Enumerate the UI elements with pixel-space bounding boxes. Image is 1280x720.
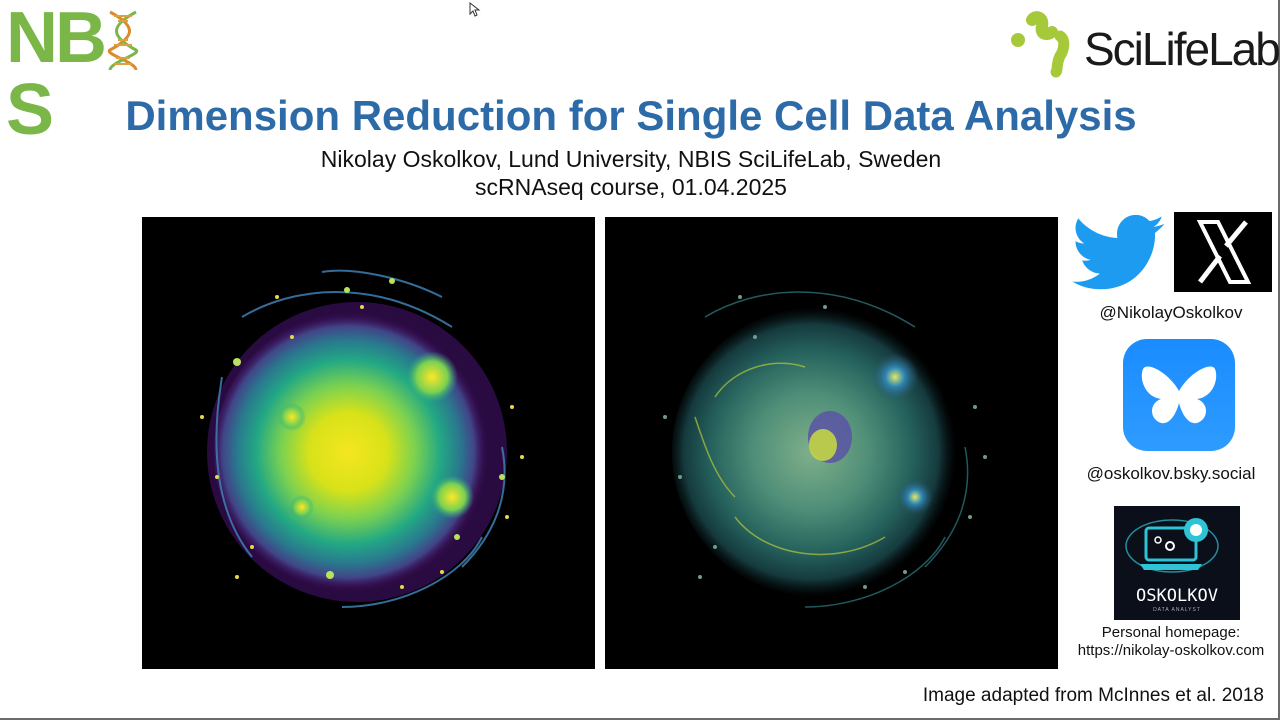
homepage-logo-tagline: DATA ANALYST bbox=[1153, 607, 1201, 613]
slide-title: Dimension Reduction for Single Cell Data… bbox=[125, 92, 1137, 139]
scilifelab-logo: SciLifeLab bbox=[1008, 10, 1280, 80]
umap-image-right bbox=[605, 217, 1058, 669]
scilifelab-mark-icon bbox=[1011, 11, 1070, 78]
laptop-gears-icon bbox=[1125, 518, 1219, 573]
scilifelab-logo-text: SciLifeLab bbox=[1084, 23, 1280, 75]
nbis-logo-text: NBS bbox=[6, 0, 107, 150]
mouse-cursor-icon bbox=[469, 2, 481, 17]
x-logo-icon[interactable] bbox=[1174, 212, 1272, 292]
author-line: Nikolay Oskolkov, Lund University, NBIS … bbox=[320, 146, 942, 172]
homepage-url-link[interactable]: https://nikolay-oskolkov.com bbox=[1077, 642, 1265, 659]
twitter-handle[interactable]: @NikolayOskolkov bbox=[1099, 303, 1243, 322]
dna-helix-icon bbox=[107, 10, 139, 71]
twitter-bird-icon[interactable] bbox=[1072, 214, 1166, 294]
image-source-caption: Image adapted from McInnes et al. 2018 bbox=[922, 685, 1264, 706]
umap-viridis-visual bbox=[200, 269, 524, 608]
bluesky-handle[interactable]: @oskolkov.bsky.social bbox=[1086, 464, 1256, 483]
umap-alt-color-visual bbox=[663, 291, 987, 608]
nbis-logo: NBS bbox=[6, 2, 176, 146]
course-line: scRNAseq course, 01.04.2025 bbox=[475, 174, 787, 200]
homepage-logo-title: OSKOLKOV bbox=[1136, 586, 1218, 606]
umap-image-left bbox=[142, 217, 595, 669]
bluesky-butterfly-icon[interactable] bbox=[1123, 339, 1235, 451]
homepage-label: Personal homepage: bbox=[1101, 624, 1241, 641]
homepage-logo[interactable]: OSKOLKOV DATA ANALYST bbox=[1114, 506, 1240, 620]
